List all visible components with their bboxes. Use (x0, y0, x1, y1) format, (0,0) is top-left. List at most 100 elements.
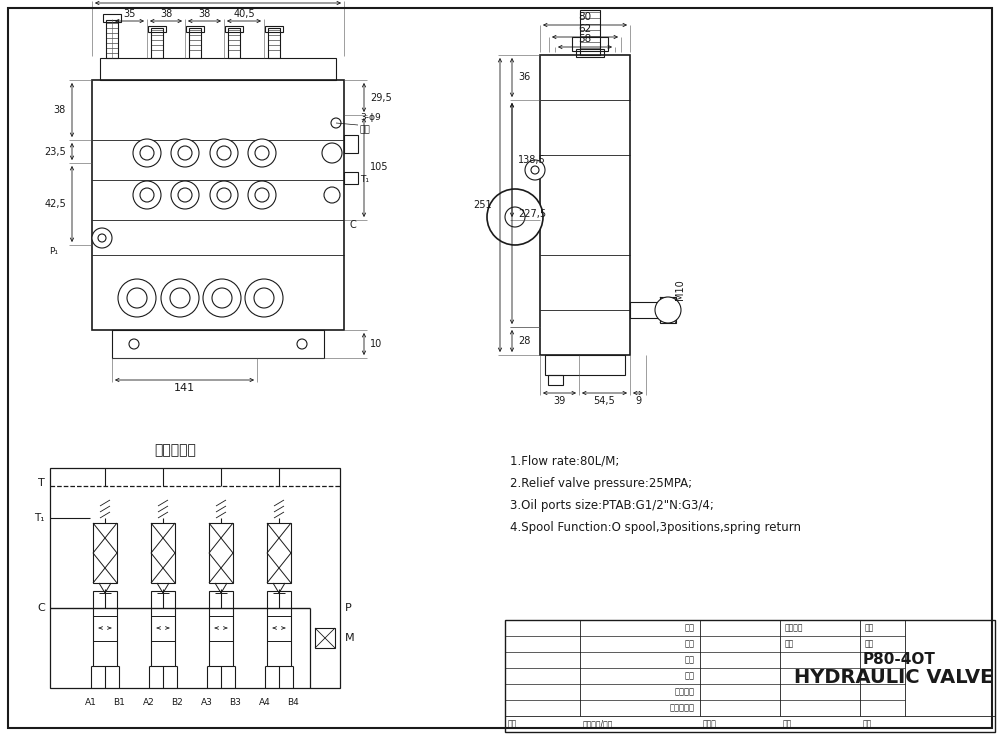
Text: 制图: 制图 (685, 640, 695, 648)
Circle shape (324, 187, 340, 203)
Bar (93, 523, 117, 583)
Text: 80: 80 (578, 12, 592, 22)
Circle shape (118, 279, 156, 317)
Bar (209, 523, 233, 583)
Circle shape (161, 279, 199, 317)
Text: 3.Oil ports size:PTAB:G1/2"N:G3/4;: 3.Oil ports size:PTAB:G1/2"N:G3/4; (510, 499, 714, 512)
Text: HYDRAULIC VALVE: HYDRAULIC VALVE (794, 668, 993, 687)
Text: 质量: 质量 (865, 623, 874, 632)
Circle shape (140, 188, 154, 202)
Circle shape (171, 181, 199, 209)
Circle shape (248, 181, 276, 209)
Bar (100, 58, 336, 80)
Text: A4: A4 (259, 698, 271, 707)
Text: B1: B1 (113, 698, 125, 707)
Text: 1.Flow rate:80L/M;: 1.Flow rate:80L/M; (510, 455, 619, 468)
Text: B3: B3 (229, 698, 241, 707)
Text: 62: 62 (578, 24, 592, 34)
Text: 42,5: 42,5 (44, 199, 66, 209)
Text: M: M (345, 633, 355, 643)
Text: T₁: T₁ (360, 174, 369, 183)
Bar (267, 591, 291, 666)
Text: P80-4OT: P80-4OT (863, 653, 936, 668)
Circle shape (217, 188, 231, 202)
Bar (93, 591, 117, 666)
Text: 审核: 审核 (863, 720, 872, 729)
Circle shape (210, 139, 238, 167)
Text: 3-ϕ9: 3-ϕ9 (360, 113, 381, 122)
Bar (268, 28, 280, 58)
Text: 58: 58 (578, 34, 592, 44)
Text: A3: A3 (201, 698, 213, 707)
Circle shape (255, 146, 269, 160)
Text: 23,5: 23,5 (44, 146, 66, 157)
Bar (576, 49, 604, 57)
Text: 28: 28 (518, 336, 530, 346)
Text: P: P (345, 603, 352, 613)
Text: A1: A1 (85, 698, 97, 707)
Text: 第张: 第张 (865, 640, 874, 648)
Bar (540, 55, 630, 355)
Text: 更改内容/依据: 更改内容/依据 (583, 720, 613, 729)
Text: 液压原理图: 液压原理图 (154, 443, 196, 457)
Bar (545, 355, 625, 375)
Circle shape (178, 188, 192, 202)
Circle shape (254, 288, 274, 308)
Text: 校对: 校对 (685, 671, 695, 681)
Text: 251: 251 (473, 200, 492, 210)
Text: C: C (349, 220, 356, 230)
Circle shape (525, 160, 545, 180)
Text: T: T (38, 478, 45, 488)
Circle shape (217, 146, 231, 160)
Text: 描图: 描图 (685, 656, 695, 665)
Circle shape (505, 207, 525, 227)
Text: B2: B2 (171, 698, 183, 707)
Bar (344, 172, 358, 184)
Text: 54,5: 54,5 (594, 396, 615, 406)
Bar (630, 302, 660, 318)
Circle shape (487, 189, 543, 245)
Text: 类别: 类别 (785, 640, 794, 648)
Bar (572, 37, 608, 51)
Bar (228, 28, 240, 58)
Bar (580, 10, 600, 55)
Circle shape (140, 146, 154, 160)
Circle shape (92, 228, 112, 248)
Bar (112, 330, 324, 358)
Circle shape (203, 279, 241, 317)
Bar (50, 468, 340, 688)
Text: 38: 38 (198, 9, 211, 19)
Text: 141: 141 (174, 383, 195, 393)
Circle shape (531, 166, 539, 174)
Text: C: C (37, 603, 45, 613)
Circle shape (322, 143, 342, 163)
Text: 9: 9 (635, 396, 641, 406)
Bar (267, 523, 291, 583)
Text: 2.Relief valve pressure:25MPA;: 2.Relief valve pressure:25MPA; (510, 477, 692, 490)
Bar (209, 591, 233, 666)
Bar (151, 523, 175, 583)
Bar (265, 26, 283, 32)
Bar (344, 135, 358, 153)
Circle shape (98, 234, 106, 242)
Bar (151, 591, 175, 666)
Text: 138,5: 138,5 (518, 155, 546, 165)
Circle shape (127, 288, 147, 308)
Text: 设计: 设计 (685, 623, 695, 632)
Circle shape (655, 297, 681, 323)
Bar (225, 26, 243, 32)
Text: 日期: 日期 (783, 720, 792, 729)
Bar (660, 297, 676, 323)
Circle shape (248, 139, 276, 167)
Bar (103, 14, 121, 22)
Text: T₁: T₁ (34, 513, 45, 523)
Circle shape (212, 288, 232, 308)
Text: 38: 38 (160, 9, 172, 19)
Bar (92, 80, 344, 330)
Text: 标准化检查: 标准化检查 (670, 704, 695, 712)
Text: 图样标记: 图样标记 (785, 623, 804, 632)
Circle shape (297, 339, 307, 349)
Bar (505, 620, 995, 732)
Circle shape (178, 146, 192, 160)
Circle shape (331, 118, 341, 128)
